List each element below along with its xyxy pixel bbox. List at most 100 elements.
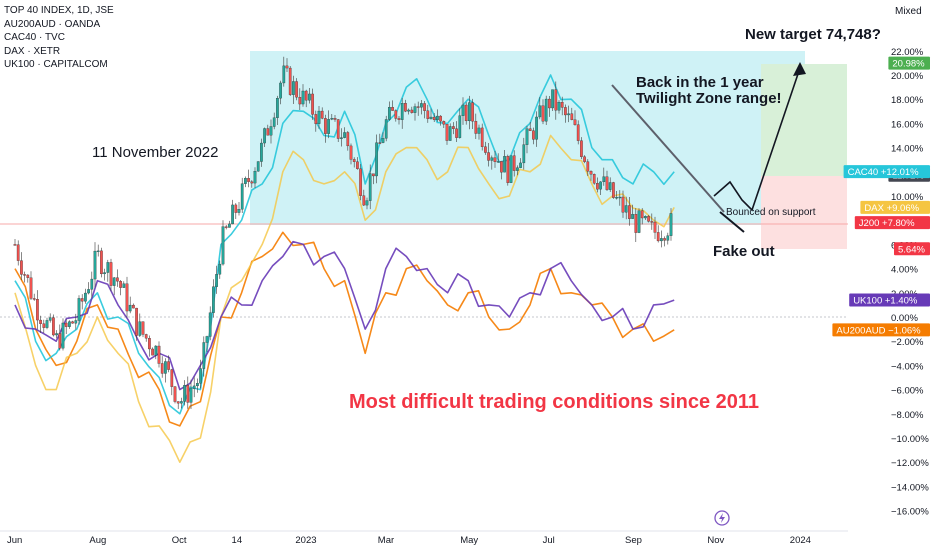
candle-body: [189, 388, 193, 403]
candle-body: [288, 67, 292, 95]
legend-entry-uk100[interactable]: UK100 · CAPITALCOM: [4, 59, 108, 70]
series-line-cac40: [14, 74, 675, 415]
x-tick-label: Oct: [172, 535, 187, 546]
candle-body: [228, 223, 231, 228]
candle-body: [384, 119, 388, 139]
candle-body: [397, 118, 401, 120]
candle-body: [52, 317, 55, 336]
candle-body: [532, 130, 535, 140]
candle-body: [292, 81, 295, 95]
candle-body: [432, 116, 436, 121]
target-profit-zone: [761, 64, 847, 176]
scale-mode[interactable]: Mixed: [895, 6, 922, 17]
candle-body: [295, 81, 298, 98]
candle-body: [231, 204, 234, 225]
y-tick-label: 10.00%: [891, 192, 924, 203]
candle-body: [45, 320, 49, 328]
candle-body: [448, 126, 452, 141]
candle-body: [240, 183, 244, 210]
candle-body: [266, 128, 270, 136]
legend-entry-dax[interactable]: DAX · XETR: [4, 45, 61, 57]
y-tick-label: −6.00%: [891, 386, 924, 397]
candle-body: [135, 307, 138, 336]
candle-body: [42, 323, 46, 328]
candle-body: [154, 345, 158, 356]
legend-entry-cac40[interactable]: CAC40 · TVC: [4, 32, 65, 43]
candle-body: [564, 107, 567, 116]
legend: TOP 40 INDEX, 1D, JSE AU200AUD · OANDA C…: [4, 4, 114, 72]
x-tick-label: Sep: [625, 535, 642, 546]
candle-body: [269, 126, 273, 136]
series-line-au200aud: [14, 231, 675, 427]
last-value-label: J200 +7.80%: [859, 218, 915, 229]
candle-body: [276, 98, 279, 118]
candle-body: [330, 118, 334, 120]
candle-body: [436, 115, 439, 121]
candle-body: [26, 274, 30, 278]
candle-body: [301, 90, 305, 105]
legend-entry-au200aud[interactable]: AU200AUD · OANDA: [4, 18, 101, 30]
candle-body: [324, 118, 327, 134]
candle-body: [352, 159, 356, 162]
last-value-label: DAX +9.06%: [864, 203, 919, 214]
candle-body: [509, 155, 513, 183]
x-tick-label: 14: [232, 535, 243, 546]
candle-body: [244, 178, 247, 184]
candle-body: [612, 182, 615, 198]
y-tick-label: 20.00%: [891, 71, 924, 82]
candle-body: [372, 173, 375, 177]
y-tick-label: 4.00%: [891, 265, 918, 276]
candle-body: [400, 103, 404, 120]
x-tick-label: Jun: [7, 535, 22, 546]
candle-body: [464, 104, 468, 122]
candle-body: [468, 102, 471, 122]
candle-body: [247, 178, 250, 182]
x-tick-label: Mar: [378, 535, 394, 546]
last-value-badge: [860, 200, 930, 214]
candle-body: [442, 121, 446, 125]
candle-body: [87, 289, 90, 294]
candle-body: [628, 205, 631, 219]
legend-entry-top40[interactable]: TOP 40 INDEX, 1D, JSE: [4, 5, 114, 16]
last-value-label: AU200AUD −1.06%: [836, 325, 921, 336]
candle-body: [410, 109, 414, 113]
y-tick-label: −16.00%: [891, 507, 929, 518]
candle-body: [458, 115, 462, 138]
y-tick-label: 14.00%: [891, 144, 924, 155]
candle-body: [196, 383, 199, 387]
candle-body: [471, 102, 474, 122]
candle-body: [615, 197, 618, 199]
y-tick-label: 22.00%: [891, 47, 924, 58]
candle-body: [16, 244, 20, 261]
target-note: New target 74,748?: [745, 26, 881, 43]
candle-body: [640, 210, 644, 219]
candle-body: [669, 213, 673, 236]
candle-body: [423, 103, 426, 111]
candle-body: [112, 277, 116, 286]
y-tick-label: −10.00%: [891, 434, 929, 445]
candle-body: [653, 221, 657, 233]
last-value-badge: [894, 242, 930, 256]
candle-body: [535, 116, 538, 140]
candle-body: [634, 214, 638, 233]
candle-body: [608, 182, 612, 190]
candle-body: [138, 321, 142, 336]
candle-body: [493, 157, 497, 162]
candle-body: [119, 281, 122, 288]
candle-body: [586, 161, 590, 172]
candle-body: [519, 162, 522, 168]
candle-body: [656, 232, 660, 242]
candle-body: [61, 322, 65, 349]
headline-note: Most difficult trading conditions since …: [349, 391, 759, 413]
candle-body: [317, 110, 321, 124]
last-value-label: CAC40 +12.01%: [848, 167, 920, 178]
candle-body: [29, 277, 33, 299]
candle-body: [560, 101, 564, 108]
series-line-uk100: [14, 240, 675, 391]
zone-note-line1: Back in the 1 year: [636, 74, 764, 91]
lightning-icon: [714, 510, 730, 526]
candle-body: [64, 322, 68, 327]
x-tick-label: 2023: [295, 535, 316, 546]
